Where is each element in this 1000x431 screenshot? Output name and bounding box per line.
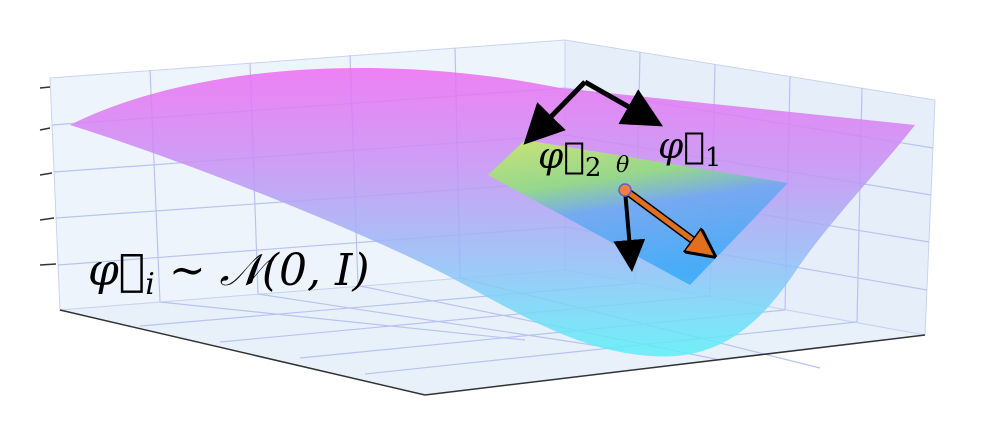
- theta-label: θ: [616, 153, 629, 178]
- arrow-down: [613, 189, 646, 272]
- phi2-sub: 2: [585, 153, 602, 183]
- arrow-gradient-fill: [623, 187, 706, 250]
- formula-rest: ∼ 𝒩(0, I): [155, 245, 370, 296]
- phi2-label: φ⃗2: [538, 136, 601, 183]
- phi1-label: φ⃗1: [658, 126, 721, 173]
- phi1-base: φ⃗: [658, 126, 705, 167]
- arrow-phi1: [583, 79, 664, 127]
- phi2-base: φ⃗: [538, 136, 585, 177]
- formula: φ⃗i ∼ 𝒩(0, I): [88, 245, 370, 302]
- formula-base: φ⃗: [88, 245, 145, 296]
- theta-point: [618, 183, 632, 197]
- arrow-phi2: [523, 80, 587, 145]
- phi1-sub: 1: [705, 143, 722, 173]
- loss-surface: [70, 68, 915, 357]
- formula-sub: i: [145, 267, 155, 302]
